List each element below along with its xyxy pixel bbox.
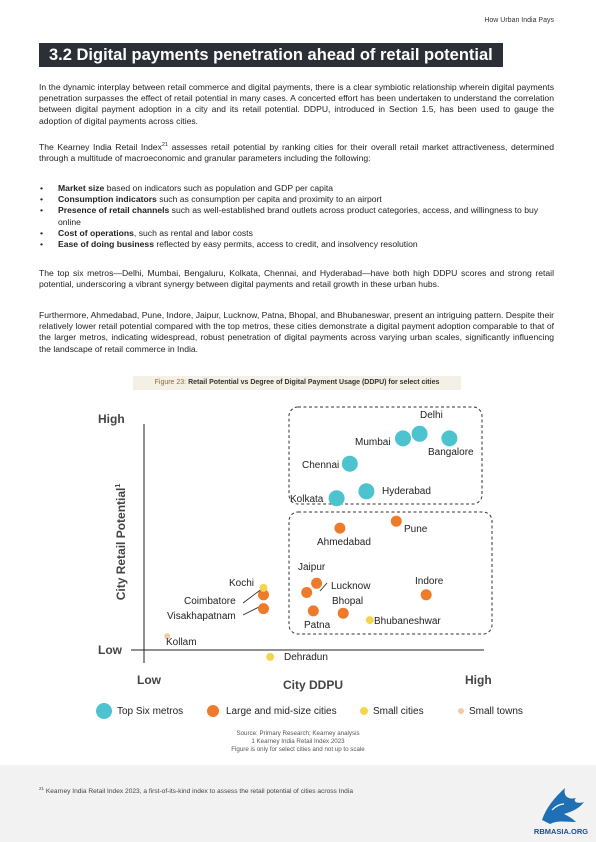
figure-number: Figure 23: — [154, 379, 189, 386]
label-bhubaneshwar: Bhubaneshwar — [374, 616, 441, 627]
bullet-text: based on indicators such as population a… — [104, 183, 334, 193]
list-item: Consumption indicators such as consumpti… — [39, 194, 554, 205]
x-high-label: High — [465, 673, 492, 687]
y-low-label: Low — [98, 643, 123, 657]
paragraph-index-rest: assesses retail potential by ranking cit… — [39, 141, 554, 164]
legend-label-small-towns: Small towns — [469, 706, 523, 717]
y-high-label: High — [98, 412, 125, 426]
point-dehradun — [266, 652, 275, 661]
label-bhopal: Bhopal — [332, 596, 363, 607]
label-coimbatore: Coimbatore — [184, 596, 236, 607]
point-pune — [390, 515, 402, 527]
bullet-term: Cost of operations — [58, 227, 134, 238]
label-delhi: Delhi — [420, 410, 443, 421]
point-chennai — [341, 455, 358, 472]
footnote-number: 21 — [39, 786, 45, 791]
x-axis-title: City DDPU — [283, 678, 343, 692]
label-visakhapatnam: Visakhapatnam — [167, 611, 236, 622]
label-dehradun: Dehradun — [284, 652, 328, 663]
point-ahmedabad — [334, 522, 346, 534]
label-bangalore: Bangalore — [428, 447, 474, 458]
legend-marker-small-towns — [458, 708, 464, 714]
legend-label-small-cities: Small cities — [373, 706, 424, 717]
top-six-cluster-box — [288, 406, 483, 505]
label-jaipur: Jaipur — [298, 562, 326, 573]
point-kochi — [259, 583, 268, 592]
list-item: Cost of operations, such as rental and l… — [39, 228, 554, 239]
point-coimbatore — [258, 589, 269, 601]
footer-band — [0, 765, 596, 842]
paragraph-index-lead: The Kearney India Retail Index — [39, 141, 162, 152]
page-footnote: 21 Kearney India Retail Index 2023, a fi… — [39, 786, 353, 795]
bullet-text: , such as rental and labor costs — [133, 227, 253, 238]
label-indore: Indore — [415, 576, 444, 587]
y-axis-title-text: City Retail Potential — [114, 488, 128, 601]
point-kolkata — [328, 490, 345, 507]
scatter-chart: High Low Low High City DDPU City Retail … — [96, 406, 523, 719]
paragraph-mid-cities: Furthermore, Ahmedabad, Pune, Indore, Ja… — [39, 310, 554, 354]
y-axis-title-sup: 1 — [115, 484, 122, 488]
paragraph-index: The Kearney India Retail Index21 assesse… — [39, 140, 554, 164]
legend-marker-small-cities — [360, 707, 368, 715]
label-patna: Patna — [304, 620, 331, 631]
paragraph-top-metros: The top six metros—Delhi, Mumbai, Bengal… — [39, 268, 554, 290]
list-item: Ease of doing business reflected by easy… — [39, 239, 554, 250]
x-low-label: Low — [137, 673, 162, 687]
bullet-text: reflected by easy permits, access to cre… — [153, 239, 418, 250]
chart-footnote-ref: 1 Kearney India Retail Index 2023 — [251, 738, 345, 745]
point-delhi — [411, 425, 428, 442]
footnote-ref-21: 21 — [161, 142, 168, 148]
point-hyderabad — [358, 483, 375, 500]
y-axis-title: City Retail Potential1 — [114, 484, 128, 601]
bullet-term: Presence of retail channels — [58, 205, 170, 216]
point-indore — [420, 589, 432, 601]
chart-source: Source: Primary Research; Kearney analys… — [236, 730, 360, 737]
bullet-text: such as consumption per capita and proxi… — [156, 194, 382, 205]
bullet-term: Ease of doing business — [58, 239, 154, 250]
point-bangalore — [441, 430, 458, 447]
rbmasia-logo: RBMASIA.ORG — [534, 788, 588, 836]
point-visakhapatnam — [258, 603, 269, 615]
label-lucknow: Lucknow — [331, 581, 371, 592]
label-kollam: Kollam — [166, 637, 197, 648]
list-item: Market size based on indicators such as … — [39, 183, 554, 194]
legend-label-top-six: Top Six metros — [117, 706, 183, 717]
logo-wordmark: RBMASIA.ORG — [534, 827, 588, 836]
figure-title: Retail Potential vs Degree of Digital Pa… — [188, 379, 440, 386]
logo-bird-icon — [542, 788, 584, 824]
list-item: Presence of retail channels such as well… — [39, 205, 554, 227]
paragraph-intro: In the dynamic interplay between retail … — [39, 82, 554, 126]
label-kolkata: Kolkata — [290, 494, 324, 505]
point-bhubaneshwar — [365, 616, 374, 625]
label-mumbai: Mumbai — [355, 437, 391, 448]
point-jaipur — [311, 577, 323, 589]
bullet-term: Consumption indicators — [58, 194, 157, 205]
bullet-term: Market size — [58, 183, 105, 193]
label-pune: Pune — [404, 524, 428, 535]
point-bhopal — [337, 607, 349, 619]
label-ahmedabad: Ahmedabad — [317, 537, 371, 548]
mid-size-cluster-box — [288, 511, 493, 635]
label-kochi: Kochi — [229, 578, 254, 589]
running-header: How Urban India Pays — [484, 17, 554, 24]
bullet-text: such as well-established brand outlets a… — [58, 205, 539, 227]
point-patna — [307, 605, 319, 617]
point-mumbai — [395, 430, 411, 447]
chart-disclaimer: Figure is only for select cities and not… — [231, 746, 365, 753]
legend-marker-top-six — [96, 703, 112, 719]
leader-line-lucknow — [319, 582, 328, 592]
figure-caption: Figure 23: Retail Potential vs Degree of… — [133, 376, 461, 390]
point-kollam — [164, 633, 171, 640]
footnote-text: Kearney India Retail Index 2023, a first… — [44, 788, 353, 796]
legend-label-large-mid: Large and mid-size cities — [226, 706, 337, 717]
point-lucknow — [301, 587, 313, 598]
section-title: 3.2 Digital payments penetration ahead o… — [39, 43, 503, 67]
parameter-list: Market size based on indicators such as … — [39, 183, 554, 250]
label-chennai: Chennai — [302, 460, 339, 471]
logo-bird-wing-icon — [551, 803, 565, 811]
leader-line-kochi — [242, 587, 264, 604]
legend-marker-large-mid — [207, 705, 219, 717]
label-hyderabad: Hyderabad — [382, 486, 431, 497]
